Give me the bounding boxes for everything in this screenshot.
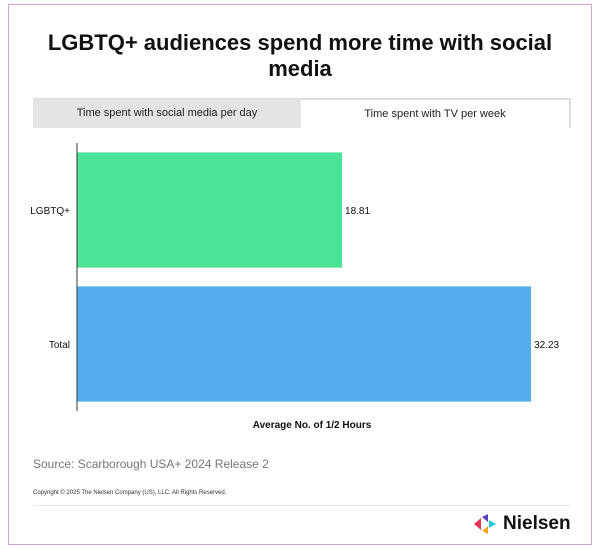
value-label: 18.81 (345, 206, 370, 217)
category-label: LGBTQ+ (30, 206, 70, 217)
source-note: Source: Scarborough USA+ 2024 Release 2 (33, 457, 269, 471)
tab-social-media[interactable]: Time spent with social media per day (33, 99, 301, 128)
footer-divider (33, 505, 571, 506)
card-frame (8, 4, 592, 545)
tab-bar: Time spent with social media per day Tim… (33, 98, 571, 128)
chart-title: LGBTQ+ audiences spend more time with so… (47, 30, 553, 81)
bar-lgbtq (77, 152, 343, 268)
x-axis-title: Average No. of 1/2 Hours (253, 420, 372, 431)
bar-total (77, 286, 532, 402)
nielsen-logo-icon (474, 514, 496, 534)
value-label: 32.23 (534, 340, 559, 351)
nielsen-logo: Nielsen (472, 513, 571, 535)
nielsen-logo-text: Nielsen (503, 513, 571, 534)
category-label: Total (49, 340, 70, 351)
tab-tv[interactable]: Time spent with TV per week (301, 99, 571, 128)
copyright-note: Copyright © 2025 The Nielsen Company (US… (33, 490, 227, 496)
